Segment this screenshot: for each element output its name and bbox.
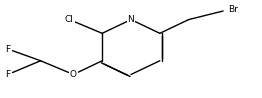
Text: Cl: Cl: [65, 15, 74, 24]
Text: N: N: [128, 15, 134, 24]
Text: O: O: [70, 70, 77, 79]
Text: F: F: [5, 70, 10, 79]
Text: F: F: [5, 44, 10, 54]
Text: Br: Br: [228, 5, 238, 14]
